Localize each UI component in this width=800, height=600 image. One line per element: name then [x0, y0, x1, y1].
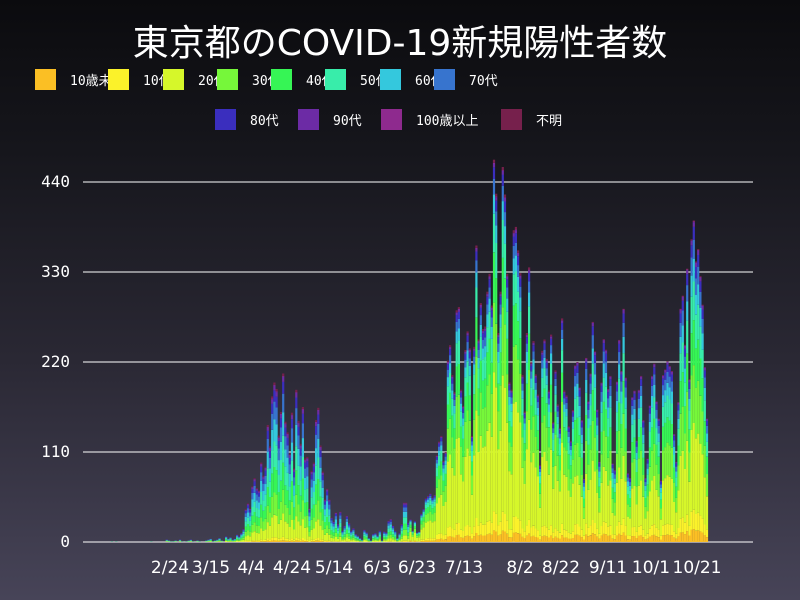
y-tick-440: 440 [41, 172, 70, 191]
legend-row-1: 10歳未満 10代 20代 30代 40代 50代 60代 70代 [0, 68, 800, 90]
legend-swatch [381, 108, 402, 130]
legend-swatch [434, 68, 455, 90]
x-tick: 5/14 [314, 558, 354, 578]
legend-swatch [108, 68, 129, 90]
legend-label: 80代 [250, 113, 279, 129]
legend-item-80s[interactable]: 80代 [215, 108, 279, 130]
x-tick: 2/24 [150, 558, 190, 578]
legend-swatch [215, 108, 236, 130]
x-tick: 7/13 [444, 558, 484, 578]
x-tick: 10/1 [631, 558, 671, 578]
legend-item-100plus[interactable]: 100歳以上 [381, 108, 478, 130]
x-tick: 6/3 [363, 558, 391, 578]
legend-swatch [217, 68, 238, 90]
x-tick: 4/24 [272, 558, 312, 578]
y-tick-220: 220 [41, 352, 70, 371]
stacked-bars [110, 159, 709, 542]
legend-label: 不明 [536, 113, 563, 129]
legend-label: 90代 [333, 113, 362, 129]
legend-swatch [380, 68, 401, 90]
y-tick-330: 330 [41, 262, 70, 281]
legend-swatch [501, 108, 522, 130]
legend-swatch [271, 68, 292, 90]
x-tick: 8/22 [541, 558, 581, 578]
x-tick: 6/23 [397, 558, 437, 578]
x-tick: 4/4 [237, 558, 265, 578]
legend-swatch [298, 108, 319, 130]
y-tick-110: 110 [41, 442, 70, 461]
legend-item-unknown[interactable]: 不明 [501, 108, 562, 130]
x-tick: 9/11 [588, 558, 628, 578]
x-tick: 10/21 [672, 558, 722, 578]
x-tick: 8/2 [506, 558, 534, 578]
legend-item-70s[interactable]: 70代 [434, 68, 498, 90]
legend-swatch [325, 68, 346, 90]
legend-swatch [35, 68, 56, 90]
legend-label: 70代 [469, 73, 498, 89]
legend-row-2: 80代 90代 100歳以上 不明 [0, 108, 800, 130]
legend-swatch [163, 68, 184, 90]
x-tick: 3/15 [191, 558, 231, 578]
chart-title: 東京都のCOVID-19新規陽性者数 [132, 23, 668, 64]
legend-item-90s[interactable]: 90代 [298, 108, 362, 130]
legend-label: 100歳以上 [416, 113, 479, 129]
y-tick-0: 0 [60, 532, 70, 551]
